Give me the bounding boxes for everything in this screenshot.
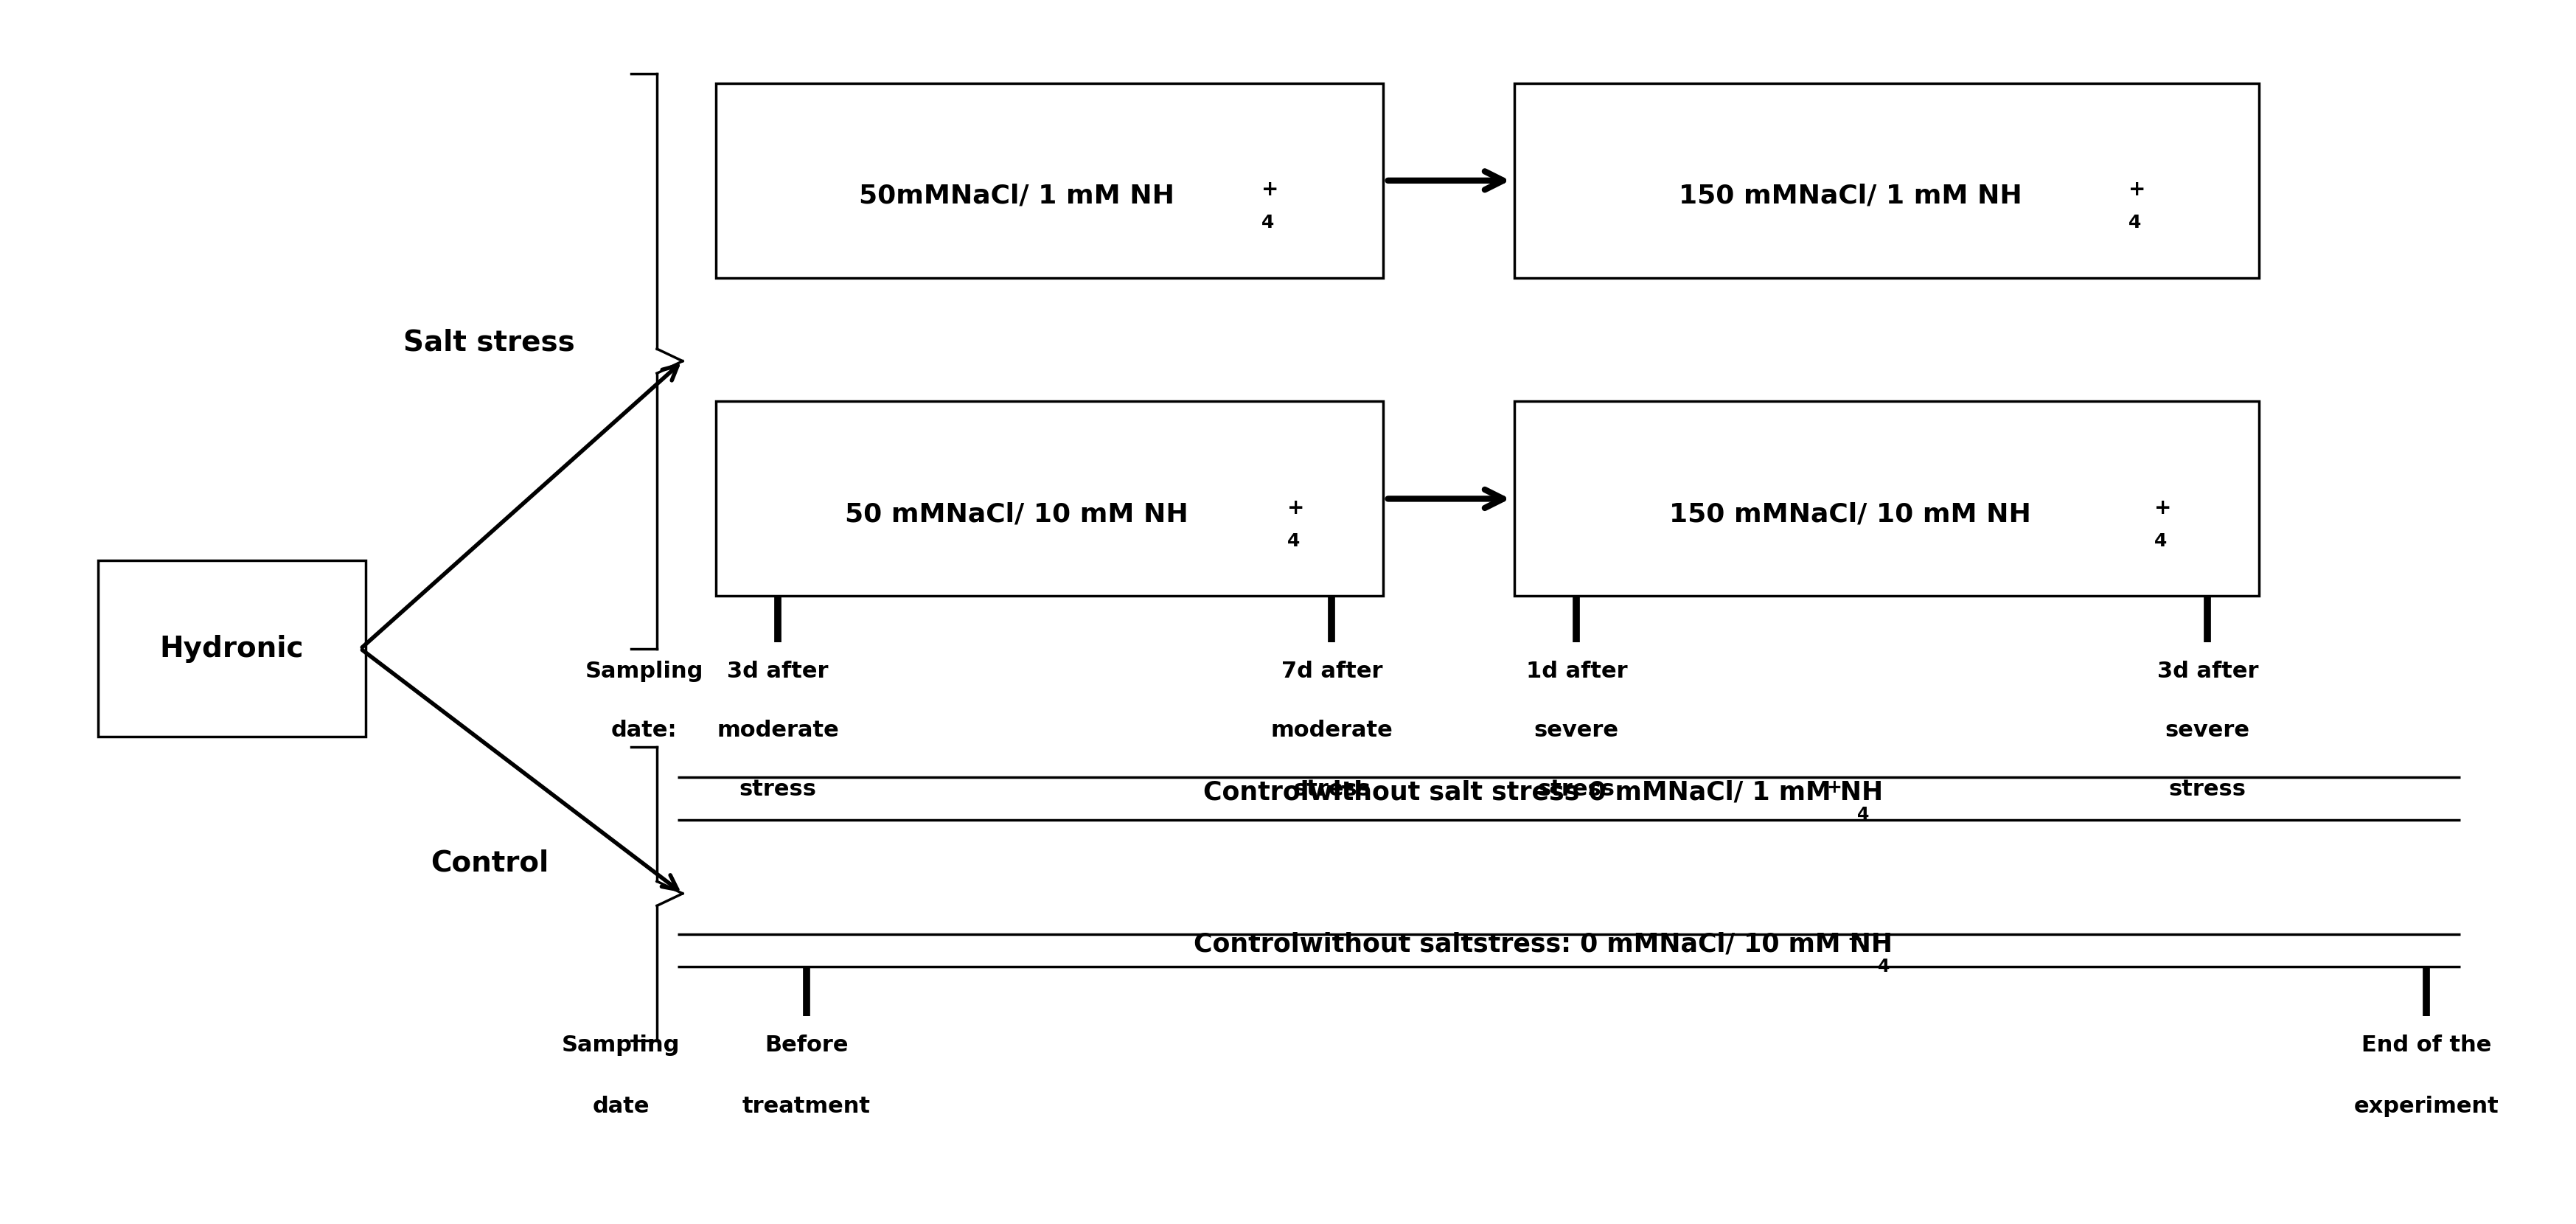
Text: +: + <box>1826 778 1842 797</box>
Text: Sampling: Sampling <box>585 661 703 682</box>
FancyBboxPatch shape <box>1515 83 2259 278</box>
Text: date: date <box>592 1095 649 1116</box>
Text: 150 mMNaCl/ 10 mM NH: 150 mMNaCl/ 10 mM NH <box>1669 502 2030 526</box>
Text: Controlwithout saltstress: 0 mMNaCl/ 10 mM NH: Controlwithout saltstress: 0 mMNaCl/ 10 … <box>1193 931 1893 957</box>
Text: Control: Control <box>430 849 549 876</box>
FancyBboxPatch shape <box>716 83 1383 278</box>
Text: stress: stress <box>1293 778 1370 799</box>
Text: moderate: moderate <box>716 720 840 741</box>
Text: 3d after: 3d after <box>2156 661 2259 682</box>
Text: 1d after: 1d after <box>1525 661 1628 682</box>
Text: stress: stress <box>739 778 817 799</box>
FancyBboxPatch shape <box>98 561 366 737</box>
Text: 50mMNaCl/ 1 mM NH: 50mMNaCl/ 1 mM NH <box>860 184 1175 208</box>
FancyBboxPatch shape <box>1515 401 2259 596</box>
Text: +: + <box>2154 497 2172 518</box>
Text: 4: 4 <box>1288 532 1301 550</box>
Text: Hydronic: Hydronic <box>160 635 304 662</box>
FancyBboxPatch shape <box>716 401 1383 596</box>
Text: 4: 4 <box>1878 957 1891 976</box>
Text: Before: Before <box>765 1034 848 1055</box>
Text: moderate: moderate <box>1270 720 1394 741</box>
Text: stress: stress <box>2169 778 2246 799</box>
Text: 4: 4 <box>2154 532 2166 550</box>
Text: severe: severe <box>2166 720 2249 741</box>
Text: treatment: treatment <box>742 1095 871 1116</box>
Text: severe: severe <box>1535 720 1618 741</box>
Text: End of the: End of the <box>2362 1034 2491 1055</box>
Text: 7d after: 7d after <box>1280 661 1383 682</box>
Text: +: + <box>1262 179 1278 200</box>
Text: stress: stress <box>1538 778 1615 799</box>
Text: 3d after: 3d after <box>726 661 829 682</box>
Text: 150 mMNaCl/ 1 mM NH: 150 mMNaCl/ 1 mM NH <box>1680 184 2022 208</box>
Text: Sampling: Sampling <box>562 1034 680 1055</box>
Text: +: + <box>2128 179 2146 200</box>
Text: 4: 4 <box>1262 214 1275 231</box>
Text: 50 mMNaCl/ 10 mM NH: 50 mMNaCl/ 10 mM NH <box>845 502 1188 526</box>
Text: date:: date: <box>611 720 677 741</box>
Text: +: + <box>1847 930 1862 949</box>
Text: experiment: experiment <box>2354 1095 2499 1116</box>
Text: 4: 4 <box>2128 214 2141 231</box>
Text: 4: 4 <box>1857 805 1870 824</box>
Text: Controlwithout salt stress 0 mMNaCl/ 1 mM NH: Controlwithout salt stress 0 mMNaCl/ 1 m… <box>1203 780 1883 805</box>
Text: +: + <box>1288 497 1303 518</box>
Text: Salt stress: Salt stress <box>404 329 574 356</box>
